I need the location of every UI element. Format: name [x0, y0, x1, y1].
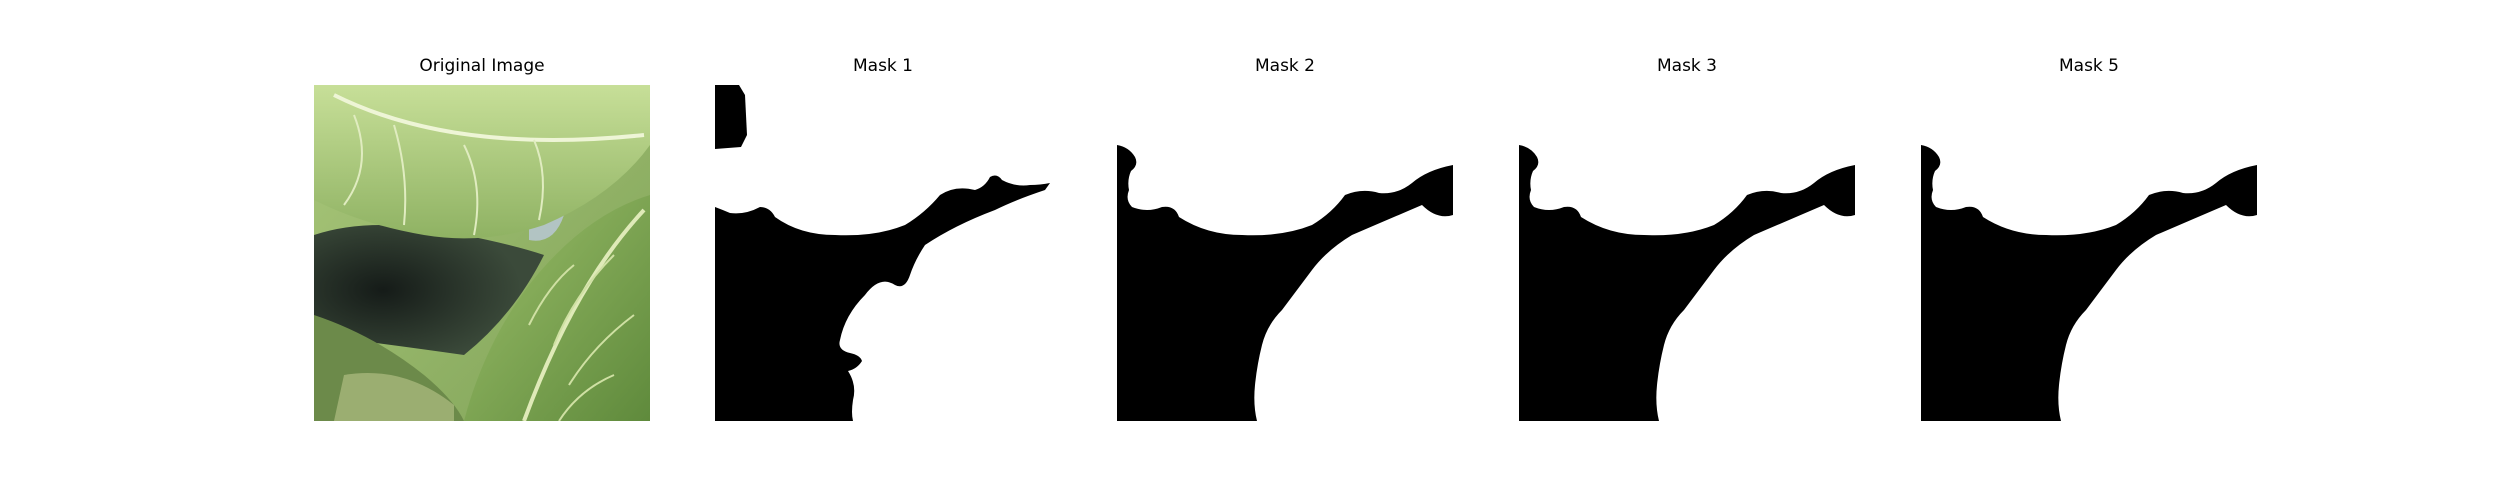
mask-2: [1117, 85, 1453, 421]
mask-3: [1519, 85, 1855, 421]
panel-title: Mask 1: [852, 56, 913, 76]
panel-title: Mask 3: [1656, 56, 1717, 76]
panel-title: Original Image: [419, 56, 545, 76]
mask-5: [1921, 85, 2257, 421]
mask-5-image: [1921, 85, 2257, 421]
mask-3-image: [1519, 85, 1855, 421]
panel-title: Mask 2: [1254, 56, 1315, 76]
panel-title: Mask 5: [2058, 56, 2119, 76]
leaf-photo: [314, 85, 650, 421]
original-image: [314, 85, 650, 421]
mask-1-image: [715, 85, 1051, 421]
mask-1: [715, 85, 1051, 421]
mask-2-image: [1117, 85, 1453, 421]
